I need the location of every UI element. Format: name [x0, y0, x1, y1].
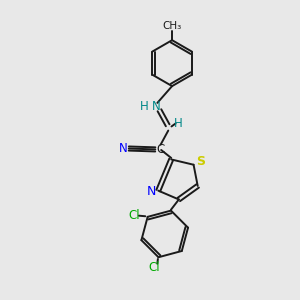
Text: N: N: [147, 185, 157, 198]
Text: H: H: [140, 100, 149, 113]
Text: CH₃: CH₃: [163, 21, 182, 31]
Text: H: H: [174, 117, 183, 130]
Text: N: N: [118, 142, 127, 155]
Text: Cl: Cl: [129, 209, 140, 222]
Text: Cl: Cl: [148, 261, 160, 274]
Text: C: C: [156, 143, 164, 157]
Text: S: S: [196, 155, 206, 168]
Text: N: N: [152, 100, 160, 113]
